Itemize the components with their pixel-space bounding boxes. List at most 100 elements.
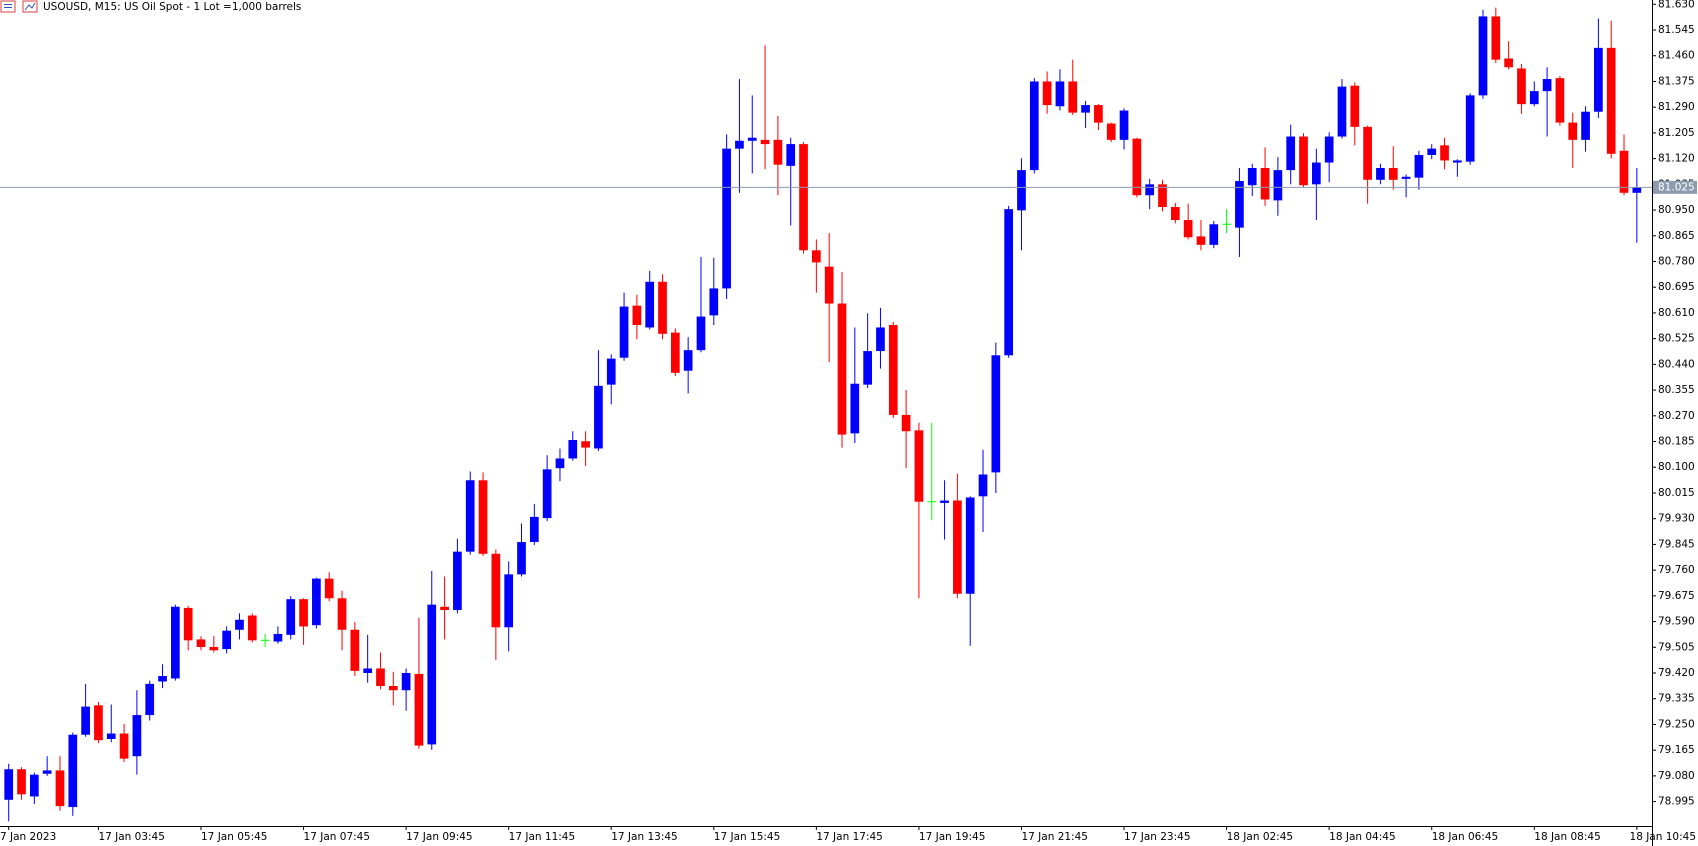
y-tick-label: 79.930 [1658,513,1695,525]
candle-body [1145,184,1155,196]
candle-body [850,383,860,434]
x-tick-label: 17 Jan 13:45 [611,831,677,843]
x-tick-label: 17 Jan 03:45 [98,831,164,843]
candle-body [594,385,603,449]
y-tick-label: 79.760 [1658,564,1695,576]
candle-body [1376,167,1385,180]
candle-body [363,668,373,674]
y-tick-label: 81.630 [1658,0,1695,10]
candle-body [1247,167,1257,186]
candle-body [1414,154,1424,178]
y-tick-label: 80.355 [1658,384,1695,396]
candle-body [670,332,680,373]
x-tick-label: 17 Jan 17:45 [816,831,882,843]
candle-body [940,500,949,503]
y-tick-label: 81.375 [1658,75,1695,87]
y-tick-label: 79.505 [1658,641,1695,653]
candle-body [183,607,193,641]
candle-body [1465,95,1475,162]
candle-body [158,676,167,682]
candle-body [888,325,898,415]
candle-body [953,500,962,594]
y-tick-label: 79.845 [1658,538,1695,550]
y-tick-label: 79.675 [1658,590,1695,602]
y-tick-label: 81.460 [1658,50,1695,62]
y-tick-label: 80.610 [1658,307,1695,319]
candle-body [1094,105,1103,123]
candle-body [1517,68,1526,105]
x-tick-label: 17 Jan 19:45 [919,831,985,843]
x-tick-label: 18 Jan 10:45 [1630,831,1696,843]
candle-body [1209,224,1219,245]
candle-body [1555,78,1565,123]
candle-body [1183,220,1193,238]
candle-body [1529,91,1539,105]
candle-body [453,551,462,611]
current-price-label: 81.025 [1658,181,1695,193]
candle-body [632,305,642,326]
candle-body [17,769,26,795]
x-tick-label: 18 Jan 06:45 [1432,831,1498,843]
candle-body [1042,81,1052,106]
candle-body [1068,81,1078,113]
candle-body [1606,47,1616,154]
candle-body [1273,170,1283,201]
candle-body [1337,86,1347,137]
candle-body [747,137,757,141]
y-tick-label: 79.250 [1658,718,1695,730]
candle-body [4,769,14,800]
candle-body [1029,81,1039,171]
icon-list [0,0,16,13]
current-price-box [1653,180,1697,194]
candle-body [1286,136,1296,171]
candle-body [1478,16,1488,96]
candle-body [683,350,693,371]
x-tick-label: 17 Jan 21:45 [1021,831,1087,843]
candle-body [760,139,770,145]
candle-body [324,578,334,599]
candle-body [1260,167,1270,200]
candle-body [1363,126,1372,180]
candle-body [645,281,655,328]
candle-body [247,615,257,641]
candle-body [1542,79,1552,92]
candle-body [914,430,924,502]
y-tick-label: 79.420 [1658,667,1695,679]
candle-body [1196,236,1206,245]
candle-body [286,599,296,635]
candle-body [299,599,308,627]
candles [4,7,1642,822]
candle-body [388,686,398,691]
icon-line [24,2,36,11]
x-tick-label: 17 Jan 11:45 [509,831,575,843]
x-tick-label: 7 Jan 2023 [0,831,56,843]
candle-body [786,144,796,166]
candle-body [1235,181,1244,228]
candle-body [94,705,103,741]
candle-body [1427,148,1437,155]
y-tick-label: 79.335 [1658,693,1695,705]
candle-body [1632,187,1642,193]
candle-body [542,469,552,519]
candle-body [1158,184,1167,208]
y-tick-label: 79.165 [1658,744,1695,756]
candle-body [529,516,539,542]
candle-body [465,480,475,552]
y-tick-label: 80.015 [1658,487,1695,499]
candle-body [619,306,629,358]
candle-body [81,706,90,735]
candle-body [273,633,283,642]
chart-title: USOUSD, M15: US Oil Spot - 1 Lot =1,000 … [43,1,301,13]
candle-body [824,266,834,304]
y-tick-label: 80.525 [1658,333,1695,345]
x-tick-label: 17 Jan 09:45 [406,831,472,843]
y-tick-label: 80.270 [1658,410,1695,422]
y-tick-label: 80.440 [1658,358,1695,370]
candle-body [1004,209,1014,356]
candle-body [29,774,39,797]
candle-body [1132,138,1142,196]
y-tick-label: 80.780 [1658,255,1695,267]
candle-body [222,630,231,650]
candle-body [171,606,180,679]
